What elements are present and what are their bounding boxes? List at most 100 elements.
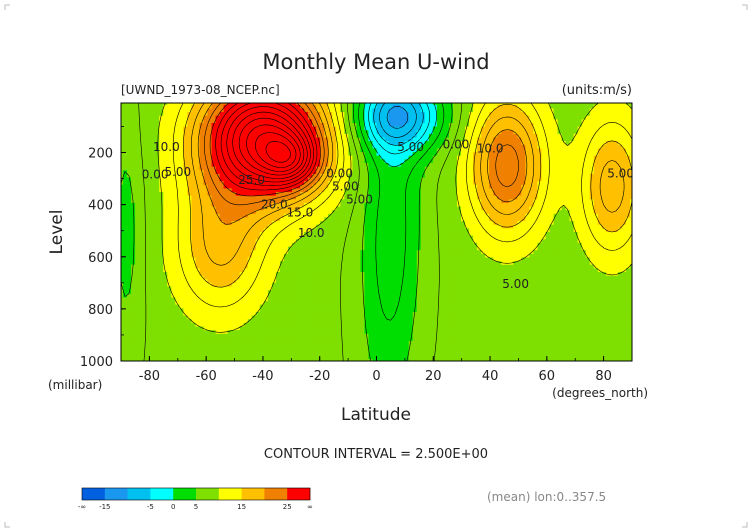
contour-fill-cell <box>271 126 277 131</box>
contour-fill-cell <box>135 195 140 200</box>
contour-fill-cell <box>585 217 591 222</box>
contour-fill-cell <box>227 181 233 186</box>
contour-fill-cell <box>127 170 132 175</box>
contour-fill-cell <box>376 232 382 237</box>
contour-fill-cell <box>388 112 394 117</box>
contour-fill-cell <box>292 181 297 186</box>
contour-fill-cell <box>396 206 402 211</box>
contour-fill-cell <box>175 159 180 164</box>
contour-fill-cell <box>585 202 591 208</box>
contour-fill-cell <box>585 206 591 211</box>
contour-fill-cell <box>251 115 257 120</box>
contour-fill-cell <box>569 206 575 211</box>
contour-fill-cell <box>629 162 632 168</box>
contour-fill-cell <box>183 173 188 179</box>
contour-fill-cell <box>259 115 265 120</box>
contour-fill-cell <box>171 184 176 189</box>
contour-fill-cell <box>147 192 152 197</box>
contour-fill-cell <box>569 202 575 208</box>
contour-fill-cell <box>408 213 414 219</box>
contour-fill-cell <box>485 155 490 160</box>
contour-fill-cell <box>380 133 386 139</box>
contour-fill-cell <box>121 130 124 135</box>
contour-fill-cell <box>368 202 374 208</box>
contour-fill-cell <box>493 217 498 222</box>
contour-fill-cell <box>376 137 382 142</box>
contour-fill-cell <box>400 159 406 164</box>
contour-fill-cell <box>452 166 458 171</box>
contour-fill-cell <box>465 152 470 157</box>
contour-fill-cell <box>456 162 462 168</box>
contour-fill-cell <box>211 213 217 219</box>
contour-fill-cell <box>509 159 514 164</box>
contour-fill-cell <box>336 162 341 168</box>
contour-fill-cell <box>581 228 587 233</box>
contour-fill-cell <box>420 235 426 240</box>
contour-fill-cell <box>625 137 631 142</box>
contour-fill-cell <box>473 155 478 160</box>
contour-fill-cell <box>541 232 547 237</box>
contour-fill-cell <box>312 152 317 157</box>
contour-fill-cell <box>392 221 398 226</box>
contour-fill-cell <box>312 130 317 135</box>
contour-fill-cell <box>593 235 599 240</box>
contour-fill-cell <box>408 130 414 135</box>
contour-fill-cell <box>239 239 245 244</box>
contour-fill-cell <box>155 103 160 106</box>
contour-fill-cell <box>380 235 386 240</box>
contour-fill-cell <box>159 104 164 110</box>
contour-fill-cell <box>477 177 482 182</box>
contour-fill-cell <box>537 217 543 222</box>
contour-fill-cell <box>159 232 164 237</box>
contour-fill-cell <box>581 108 587 113</box>
contour-fill-cell <box>609 115 615 120</box>
contour-fill-cell <box>195 181 201 186</box>
contour-fill-cell <box>123 166 128 171</box>
contour-fill-cell <box>392 181 398 186</box>
contour-fill-cell <box>179 235 184 240</box>
contour-fill-cell <box>448 235 454 240</box>
contour-fill-cell <box>380 170 386 175</box>
contour-fill-cell <box>187 224 193 229</box>
contour-fill-cell <box>625 108 631 113</box>
contour-fill-cell <box>525 152 530 157</box>
contour-fill-cell <box>219 159 225 164</box>
contour-fill-cell <box>465 133 470 139</box>
contour-fill-cell <box>251 104 257 110</box>
contour-fill-cell <box>324 137 329 142</box>
contour-fill-cell <box>505 137 510 142</box>
contour-fill-cell <box>469 213 474 219</box>
contour-fill-cell <box>440 177 446 182</box>
contour-fill-cell <box>517 217 522 222</box>
contour-fill-cell <box>557 181 563 186</box>
contour-fill-cell <box>589 239 595 244</box>
contour-fill-cell <box>300 152 305 157</box>
contour-fill-cell <box>549 206 555 211</box>
contour-fill-cell <box>581 173 587 179</box>
contour-fill-cell <box>404 108 410 113</box>
contour-fill-cell <box>465 235 470 240</box>
contour-fill-cell <box>279 173 285 179</box>
contour-fill-cell <box>557 217 563 222</box>
contour-fill-cell <box>561 181 567 186</box>
contour-fill-cell <box>509 210 514 215</box>
contour-fill-cell <box>440 173 446 179</box>
contour-fill-cell <box>195 192 201 197</box>
contour-fill-cell <box>292 141 297 146</box>
contour-fill-cell <box>509 133 514 139</box>
contour-fill-cell <box>489 112 494 117</box>
contour-fill-cell <box>191 144 197 150</box>
contour-fill-cell <box>533 192 539 197</box>
contour-fill-cell <box>557 202 563 208</box>
contour-fill-cell <box>283 192 289 197</box>
contour-fill-cell <box>452 217 458 222</box>
contour-fill-cell <box>497 166 502 171</box>
contour-fill-cell <box>569 103 575 106</box>
contour-fill-cell <box>191 213 197 219</box>
contour-fill-cell <box>537 155 543 160</box>
contour-fill-cell <box>151 144 156 150</box>
contour-fill-cell <box>601 224 607 229</box>
contour-fill-cell <box>175 177 180 182</box>
contour-fill-cell <box>163 232 168 237</box>
contour-fill-cell <box>255 166 261 171</box>
